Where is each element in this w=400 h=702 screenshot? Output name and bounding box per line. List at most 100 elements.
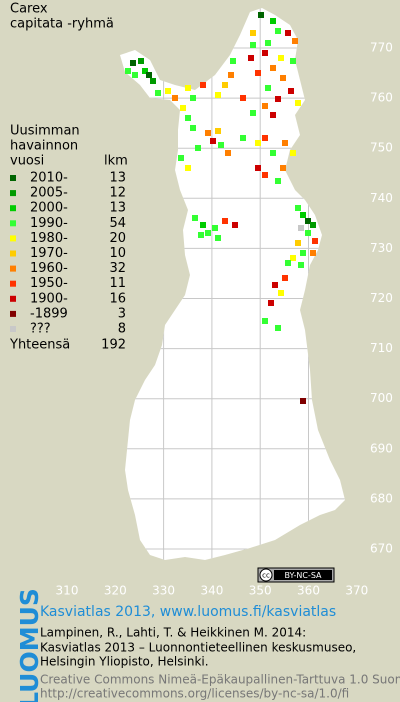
observation-square [268, 300, 274, 306]
observation-square [275, 28, 281, 34]
observation-square [185, 85, 191, 91]
observation-square [250, 110, 256, 116]
legend-count-heading: lkm [104, 154, 128, 169]
observation-square [262, 172, 268, 178]
north-label: 710 [370, 341, 393, 355]
observation-square [240, 135, 246, 141]
footer-link[interactable]: Kasviatlas 2013, www.luomus.fi/kasviatla… [40, 604, 336, 620]
north-label: 730 [370, 241, 393, 255]
observation-square [215, 128, 221, 134]
east-label: 370 [345, 584, 368, 598]
legend-count: 20 [109, 231, 126, 246]
legend-swatch [10, 190, 16, 197]
legend-label: 2005- [30, 186, 68, 201]
total-label: Yhteensä [9, 338, 70, 353]
badge-text: BY-NC-SA [284, 571, 322, 580]
north-label: 690 [370, 441, 393, 455]
citation: Lampinen, R., Lahti, T. & Heikkinen M. 2… [40, 626, 306, 640]
legend-swatch [10, 265, 16, 272]
legend-label: 1990- [30, 216, 68, 231]
citation: Helsingin Yliopisto, Helsinki. [40, 655, 209, 669]
license-badge: cc BY-NC-SA [257, 567, 335, 583]
observation-square [172, 95, 178, 101]
license-url[interactable]: http://creativecommons.org/licenses/by-n… [40, 687, 349, 701]
observation-square [298, 225, 304, 231]
observation-square [312, 238, 318, 244]
observation-square [142, 68, 148, 74]
legend-label: 1980- [30, 231, 68, 246]
observation-square [240, 95, 246, 101]
observation-square [310, 222, 316, 228]
observation-square [288, 88, 294, 94]
legend-heading: havainnon [10, 139, 78, 154]
observation-square [300, 212, 306, 218]
legend-count: 32 [109, 261, 126, 276]
legend-swatch [10, 326, 16, 332]
observation-square [205, 230, 211, 236]
observation-square [282, 140, 288, 146]
observation-square [230, 58, 236, 64]
east-label: 340 [200, 584, 223, 598]
observation-square [146, 72, 152, 78]
observation-square [155, 90, 161, 96]
observation-square [190, 125, 196, 131]
observation-square [295, 205, 301, 211]
legend-label: 1900- [30, 291, 68, 306]
legend-count: 13 [109, 171, 126, 186]
observation-square [255, 165, 261, 171]
legend-swatch [10, 235, 16, 242]
observation-square [275, 178, 281, 184]
observation-square [280, 165, 286, 171]
citation: Kasviatlas 2013 – Luonnontieteellinen ke… [40, 641, 356, 655]
logo: LUOMUS [15, 588, 44, 702]
observation-square [195, 145, 201, 151]
observation-square [215, 235, 221, 241]
observation-square [228, 72, 234, 78]
observation-square [205, 130, 211, 136]
observations [125, 12, 318, 404]
observation-square [255, 140, 261, 146]
east-label: 330 [152, 584, 175, 598]
observation-square [285, 30, 291, 36]
observation-square [298, 262, 304, 268]
observation-square [130, 60, 136, 66]
observation-square [250, 42, 256, 48]
observation-square [285, 260, 291, 266]
observation-square [262, 318, 268, 324]
total: 192 [101, 338, 126, 353]
observation-square [300, 250, 306, 256]
observation-square [192, 215, 198, 221]
legend-label: 1960- [30, 261, 68, 276]
observation-square [295, 240, 301, 246]
observation-square [180, 105, 186, 111]
observation-square [280, 75, 286, 81]
observation-square [278, 55, 284, 61]
north-label: 680 [370, 491, 393, 505]
observation-square [275, 96, 281, 102]
legend-heading: vuosi [10, 154, 44, 169]
legend-swatch [10, 175, 16, 181]
legend-count: 54 [109, 216, 126, 231]
east-label: 310 [56, 584, 79, 598]
north-label: 740 [370, 191, 393, 205]
observation-square [310, 250, 316, 256]
observation-square [262, 135, 268, 141]
observation-square [222, 82, 228, 88]
legend-swatch [10, 220, 16, 227]
observation-square [290, 150, 296, 156]
north-label: 720 [370, 291, 393, 305]
observation-square [248, 55, 254, 61]
observation-square [218, 142, 224, 148]
legend-label: -1899 [30, 306, 68, 321]
observation-square [212, 225, 218, 231]
observation-square [190, 95, 196, 101]
observation-square [282, 275, 288, 281]
observation-square [258, 12, 264, 18]
observation-square [138, 58, 144, 64]
east-label: 360 [297, 584, 320, 598]
observation-square [275, 325, 281, 331]
observation-square [270, 112, 276, 118]
observation-square [290, 255, 296, 261]
